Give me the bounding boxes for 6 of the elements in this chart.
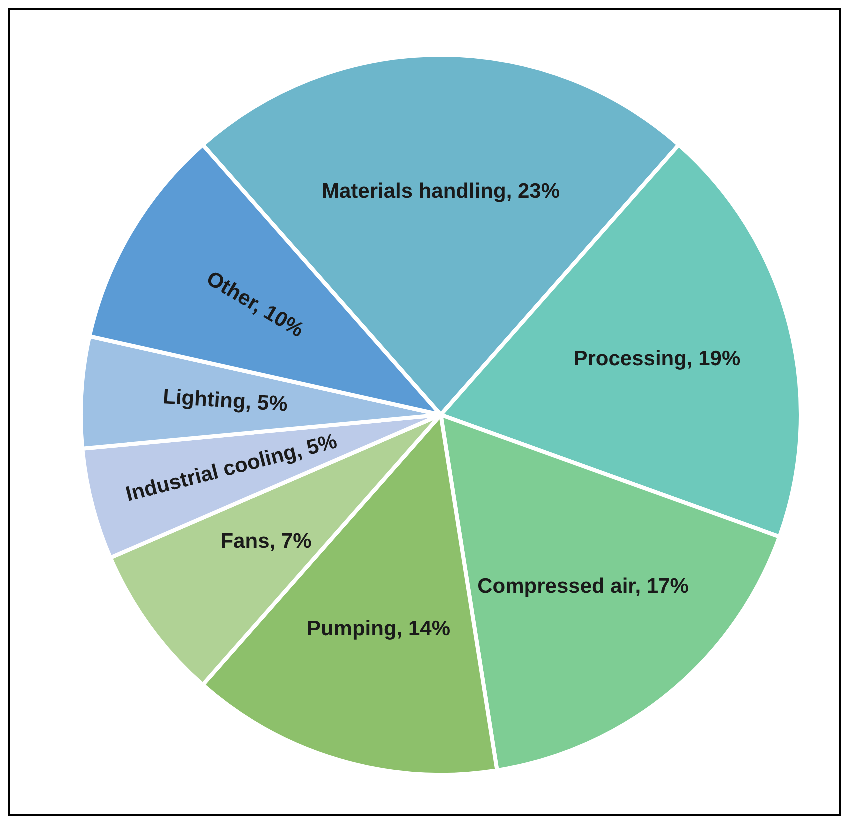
slice-label: Materials handling, 23% — [322, 179, 560, 202]
slice-label: Processing, 19% — [574, 347, 741, 370]
slice-label: Pumping, 14% — [306, 616, 451, 640]
slice-label: Lighting, 5% — [162, 385, 289, 416]
slice-label: Compressed air, 17% — [478, 574, 690, 598]
slice-label: Fans, 7% — [220, 530, 312, 553]
